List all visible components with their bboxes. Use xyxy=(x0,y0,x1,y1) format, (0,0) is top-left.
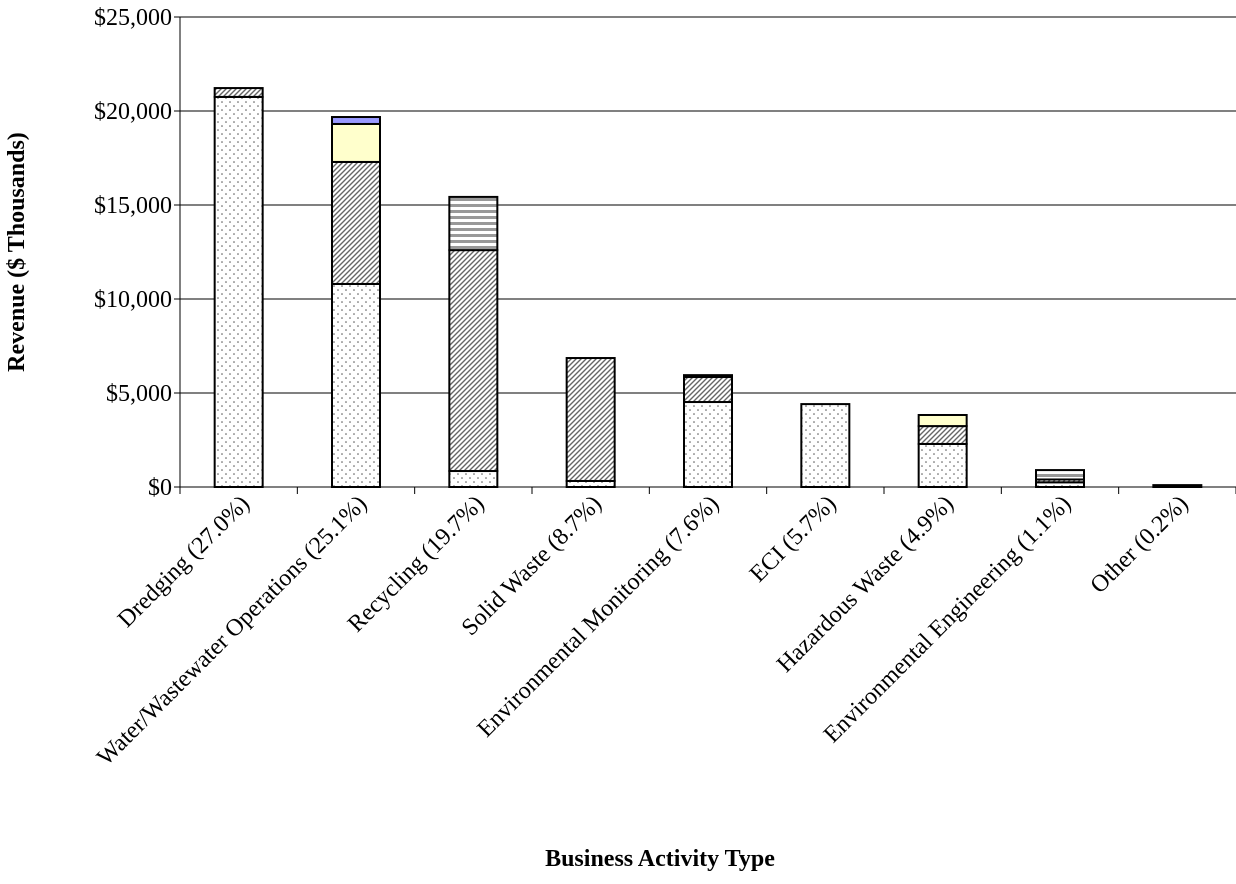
y-tick-label: $20,000 xyxy=(94,99,172,125)
x-tick-label: Water/Wastewater Operations (25.1%) xyxy=(92,491,372,771)
bar-segment xyxy=(917,425,968,445)
bar-segment xyxy=(448,195,499,252)
bar-segment xyxy=(917,413,968,428)
bar-segment xyxy=(213,87,264,98)
bar-segment xyxy=(213,95,264,489)
bar-segment xyxy=(683,401,733,488)
y-tick-label: $25,000 xyxy=(94,5,172,31)
bar-segment xyxy=(331,116,381,125)
x-tick-label: Environmental Monitoring (7.6%) xyxy=(473,491,725,743)
bar-segment xyxy=(917,442,968,488)
y-tick-label: $5,000 xyxy=(106,381,172,407)
y-tick-label: $15,000 xyxy=(94,193,172,219)
bar-segment xyxy=(683,376,733,404)
x-axis-title: Business Activity Type xyxy=(545,846,775,872)
bar-segment xyxy=(1152,484,1203,488)
x-tick-label: Environmental Engineering (1.1%) xyxy=(819,491,1076,748)
x-tick-label: Other (0.2%) xyxy=(1086,491,1194,599)
y-tick-label: $0 xyxy=(148,475,172,501)
bar-segment xyxy=(448,249,499,473)
bar-segment xyxy=(800,403,851,489)
y-axis-title: Revenue ($ Thousands) xyxy=(4,132,30,372)
bar-segment xyxy=(331,282,381,488)
bar-segment xyxy=(331,122,381,163)
bar-segment xyxy=(1035,469,1085,481)
x-tick-label: ECI (5.7%) xyxy=(745,491,842,588)
bar-segment xyxy=(683,374,733,379)
bar-segment xyxy=(565,357,616,482)
y-tick-label: $10,000 xyxy=(94,287,172,313)
bar-segment xyxy=(448,470,499,488)
bar-segment xyxy=(331,160,381,285)
